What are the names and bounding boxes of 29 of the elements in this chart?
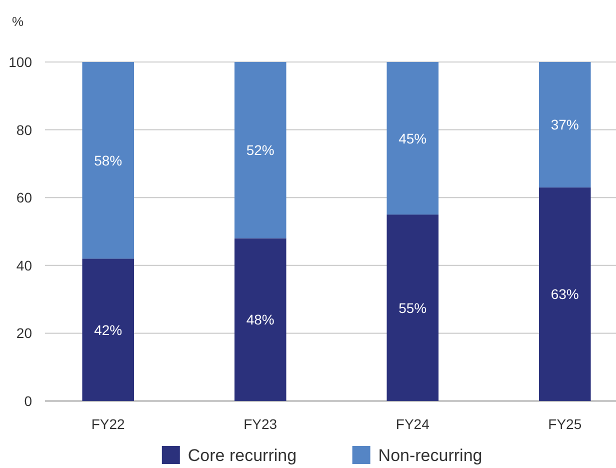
x-tick-label: FY25 bbox=[548, 416, 582, 432]
bar bbox=[82, 258, 134, 401]
data-label: 42% bbox=[94, 322, 122, 338]
bar bbox=[386, 62, 439, 215]
bar bbox=[539, 187, 591, 401]
bar bbox=[234, 62, 286, 238]
y-tick-label: 40 bbox=[16, 257, 32, 274]
y-tick-label: 60 bbox=[16, 190, 32, 206]
data-label: 45% bbox=[398, 130, 427, 146]
bar bbox=[82, 62, 134, 259]
bar bbox=[234, 238, 286, 401]
y-tick-label: 0 bbox=[24, 393, 32, 409]
x-tick-label: FY24 bbox=[396, 416, 430, 432]
y-tick-label: 20 bbox=[16, 325, 32, 342]
data-label: 52% bbox=[246, 142, 274, 158]
bar bbox=[386, 214, 439, 401]
bar bbox=[539, 62, 591, 188]
data-label: 63% bbox=[550, 286, 579, 302]
legend-label: Non-recurring bbox=[378, 446, 482, 465]
y-tick-label: 80 bbox=[16, 122, 32, 138]
y-axis-title: % bbox=[12, 14, 24, 29]
x-tick-label: FY22 bbox=[91, 416, 126, 432]
data-label: 58% bbox=[94, 152, 122, 168]
y-tick-label: 100 bbox=[8, 54, 32, 70]
data-label: 37% bbox=[550, 116, 579, 133]
data-label: 48% bbox=[246, 312, 274, 328]
legend-label: Core recurring bbox=[188, 446, 297, 465]
data-label: 55% bbox=[398, 300, 427, 316]
x-tick-label: FY23 bbox=[244, 416, 278, 432]
